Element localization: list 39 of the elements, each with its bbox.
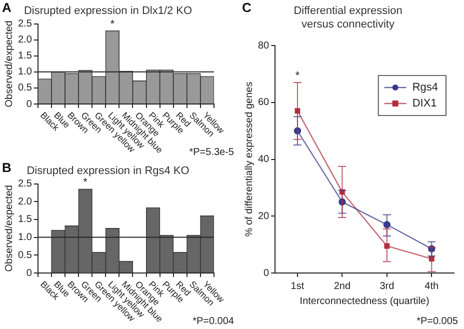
chart-title: Disrupted expression in Dlx1/2 KO	[24, 4, 193, 17]
text: *P=0.004	[192, 316, 234, 327]
y-tick-label: 1.0	[18, 66, 32, 78]
y-tick-label: 40	[258, 154, 270, 165]
y-tick-label: 0.5	[18, 82, 32, 94]
text: A	[2, 0, 12, 16]
y-tick-label: 0.5	[18, 250, 32, 261]
annotation: *	[110, 18, 116, 30]
text: B	[2, 160, 12, 176]
x-tick-label: 4th	[424, 280, 439, 292]
y-axis-title: % of differentially expressed genes	[244, 82, 255, 237]
y-tick-label: 20	[258, 210, 270, 222]
y-tick-label: 1.5	[18, 50, 32, 62]
x-axis-title: Interconnectedness (quartile)	[300, 296, 430, 307]
legend-label: DIX1	[412, 98, 437, 110]
chart-title: Differential expression versus connectivity	[294, 4, 402, 31]
text: *P=0.005	[416, 316, 458, 327]
annotation: *	[83, 176, 88, 189]
y-tick-label: 2.5	[18, 18, 32, 30]
y-axis-title: Observed/expected	[4, 20, 15, 108]
y-tick-label: 80	[258, 40, 270, 52]
x-tick-label: 1st	[290, 280, 304, 292]
y-tick-label: 2.0	[18, 196, 32, 208]
y-tick-label: 2.5	[18, 178, 32, 190]
text: *P=5.3e-5	[189, 146, 234, 158]
chart-title: Disrupted expression in Rgs4 KO	[26, 164, 190, 177]
y-tick-label: 1.0	[18, 232, 32, 244]
y-tick-label: 2.0	[18, 34, 32, 46]
y-tick-label: 0	[264, 268, 270, 279]
legend-label: Rgs4	[412, 82, 438, 94]
y-tick-label: 1.5	[18, 214, 32, 226]
y-axis-title: Observed/expected	[4, 185, 15, 272]
y-tick-label: 60	[258, 97, 270, 108]
annotation: *	[295, 70, 300, 82]
x-tick-label: 3rd	[380, 280, 394, 292]
x-tick-label: 2nd	[334, 280, 351, 292]
text: C	[242, 0, 252, 16]
y-tick-label: 0	[26, 98, 32, 110]
y-tick-label: 0	[26, 268, 32, 279]
